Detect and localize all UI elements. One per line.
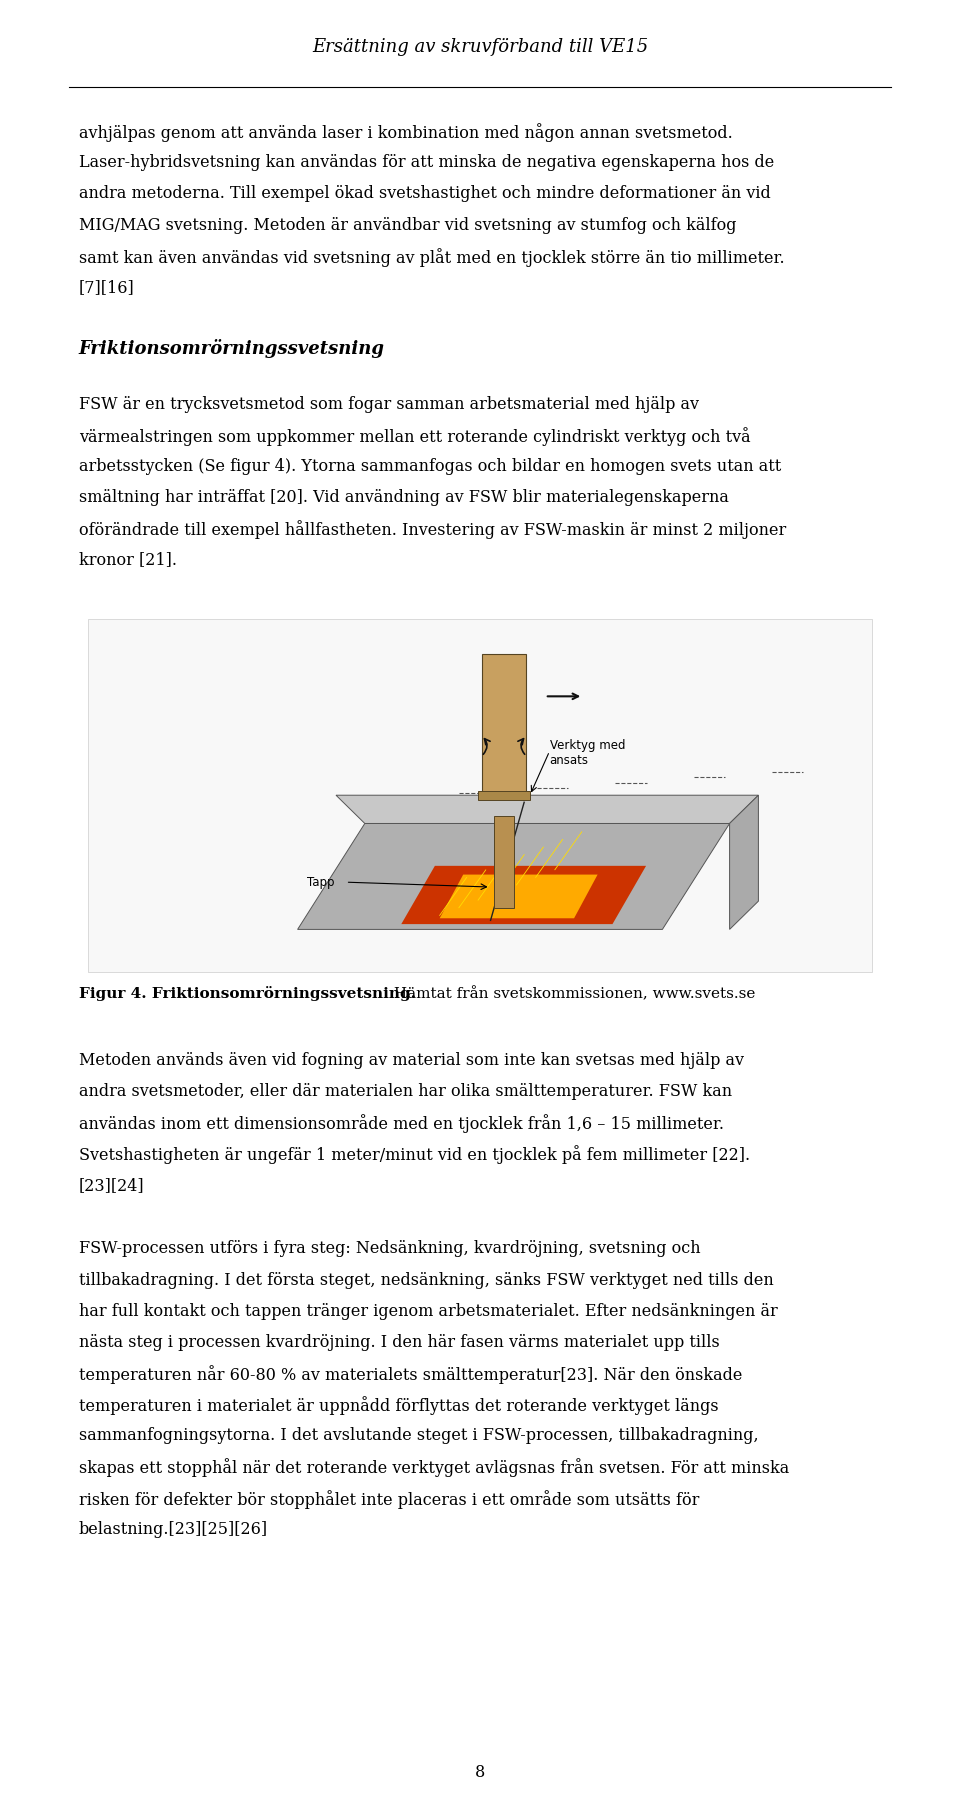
Text: Metoden används även vid fogning av material som inte kan svetsas med hjälp av: Metoden används även vid fogning av mate… [79,1052,744,1068]
Text: sammanfogningsytorna. I det avslutande steget i FSW-processen, tillbakadragning,: sammanfogningsytorna. I det avslutande s… [79,1427,758,1445]
Text: FSW är en trycksvetsmetod som fogar samman arbetsmaterial med hjälp av: FSW är en trycksvetsmetod som fogar samm… [79,395,699,413]
Polygon shape [298,824,730,929]
Text: Verktyg med
ansats: Verktyg med ansats [549,739,625,766]
Text: andra metoderna. Till exempel ökad svetshastighet och mindre deformationer än vi: andra metoderna. Till exempel ökad svets… [79,185,771,203]
Text: Figur 4. Friktionsomrörningssvetsning.: Figur 4. Friktionsomrörningssvetsning. [79,987,416,1001]
Text: risken för defekter bör stopphålet inte placeras i ett område som utsätts för: risken för defekter bör stopphålet inte … [79,1490,699,1509]
Text: värmealstringen som uppkommer mellan ett roterande cylindriskt verktyg och två: värmealstringen som uppkommer mellan ett… [79,427,751,446]
Text: nästa steg i processen kvardröjning. I den här fasen värms materialet upp tills: nästa steg i processen kvardröjning. I d… [79,1335,719,1351]
Text: Svetshastigheten är ungefär 1 meter/minut vid en tjocklek på fem millimeter [22]: Svetshastigheten är ungefär 1 meter/minu… [79,1146,750,1164]
Text: smältning har inträffat [20]. Vid användning av FSW blir materialegenskaperna: smältning har inträffat [20]. Vid använd… [79,489,729,505]
Bar [478,791,530,800]
Bar [494,817,514,909]
Text: kronor [21].: kronor [21]. [79,551,177,569]
Text: [7][16]: [7][16] [79,279,134,295]
Text: tillbakadragning. I det första steget, nedsänkning, sänks FSW verktyget ned till: tillbakadragning. I det första steget, n… [79,1271,774,1289]
Text: Hämtat från svetskommissionen, www.svets.se: Hämtat från svetskommissionen, www.svets… [389,987,756,1001]
Text: avhjälpas genom att använda laser i kombination med någon annan svetsmetod.: avhjälpas genom att använda laser i komb… [79,123,732,141]
Polygon shape [730,795,758,929]
Text: andra svetsmetoder, eller där materialen har olika smälttemperaturer. FSW kan: andra svetsmetoder, eller där materialen… [79,1083,732,1101]
Text: Tapp: Tapp [307,877,335,889]
Text: FSW-processen utförs i fyra steg: Nedsänkning, kvardröjning, svetsning och: FSW-processen utförs i fyra steg: Nedsän… [79,1241,701,1257]
Text: Laser-hybridsvetsning kan användas för att minska de negativa egenskaperna hos d: Laser-hybridsvetsning kan användas för a… [79,154,774,172]
Text: belastning.[23][25][26]: belastning.[23][25][26] [79,1521,268,1538]
Bar [483,654,526,795]
Text: användas inom ett dimensionsområde med en tjocklek från 1,6 – 15 millimeter.: användas inom ett dimensionsområde med e… [79,1114,724,1134]
Text: samt kan även användas vid svetsning av plåt med en tjocklek större än tio milli: samt kan även användas vid svetsning av … [79,248,784,266]
Text: Ersättning av skruvförband till VE15: Ersättning av skruvförband till VE15 [312,38,648,56]
Polygon shape [336,795,758,824]
Text: MIG/MAG svetsning. Metoden är användbar vid svetsning av stumfog och kälfog: MIG/MAG svetsning. Metoden är användbar … [79,217,736,234]
Text: skapas ett stopphål när det roterande verktyget avlägsnas från svetsen. För att : skapas ett stopphål när det roterande ve… [79,1458,789,1478]
Bar [88,619,872,973]
Polygon shape [401,866,646,924]
Text: har full kontakt och tappen tränger igenom arbetsmaterialet. Efter nedsänkningen: har full kontakt och tappen tränger igen… [79,1302,778,1320]
Text: arbetsstycken (Se figur 4). Ytorna sammanfogas och bildar en homogen svets utan : arbetsstycken (Se figur 4). Ytorna samma… [79,458,781,474]
Text: [23][24]: [23][24] [79,1177,144,1193]
Text: temperaturen når 60-80 % av materialets smälttemperatur[23]. När den önskade: temperaturen når 60-80 % av materialets … [79,1365,742,1384]
Text: Friktionsomrörningssvetsning: Friktionsomrörningssvetsning [79,339,385,359]
Text: oförändrade till exempel hållfastheten. Investering av FSW-maskin är minst 2 mil: oförändrade till exempel hållfastheten. … [79,520,786,540]
Text: temperaturen i materialet är uppnådd förflyttas det roterande verktyget längs: temperaturen i materialet är uppnådd för… [79,1396,718,1414]
Text: 8: 8 [475,1764,485,1780]
Polygon shape [440,875,597,918]
